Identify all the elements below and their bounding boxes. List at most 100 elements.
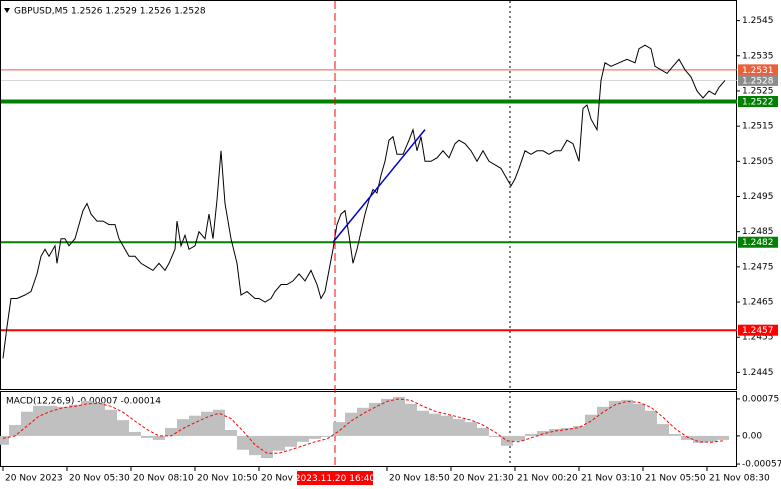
macd-bar <box>465 422 477 436</box>
macd-bar <box>597 406 609 436</box>
macd-bar <box>585 414 597 436</box>
price-line <box>2 44 726 359</box>
level-label: 1.2457 <box>742 326 774 336</box>
macd-bar <box>477 428 489 436</box>
x-tick-label: 20 Nov 18:50 <box>389 474 450 484</box>
macd-bar <box>681 435 693 440</box>
level-label-box <box>738 236 778 248</box>
y-tick-label: 1.2515 <box>742 122 774 132</box>
macd-bar <box>429 413 441 436</box>
x-tick-label: 21 Nov 00:20 <box>517 474 578 484</box>
level-label-box <box>738 64 778 76</box>
y-tick-label: 1.2535 <box>742 51 774 61</box>
macd-bar <box>621 399 633 436</box>
level-label-box <box>738 96 778 108</box>
macd-bar <box>417 410 429 436</box>
macd-bar <box>261 435 273 459</box>
y-tick-label: 0.00 <box>742 431 762 441</box>
macd-bar <box>513 435 525 441</box>
x-tick-label: 21 Nov 03:10 <box>581 474 642 484</box>
crosshair-label-box <box>297 471 373 485</box>
macd-bar <box>561 428 573 436</box>
macd-bar <box>381 398 393 436</box>
macd-bar <box>645 410 657 436</box>
x-tick-label: 21 Nov 08:30 <box>709 474 770 484</box>
y-tick-label: -0.00057 <box>742 460 781 470</box>
macd-bar <box>33 405 45 436</box>
x-tick-label: 20 Nov 08:10 <box>133 474 194 484</box>
macd-bar <box>393 396 405 436</box>
y-tick-label: 1.2485 <box>742 227 774 237</box>
x-tick-label: 20 Nov 2023 <box>5 474 63 484</box>
macd-bar <box>297 435 309 442</box>
y-tick-label: 1.2465 <box>742 298 774 308</box>
current-price-label: 1.2528 <box>742 76 774 86</box>
macd-bar <box>717 435 729 440</box>
macd-bar <box>9 425 21 436</box>
trend-line <box>332 129 426 243</box>
macd-bar <box>453 419 465 436</box>
macd-panel <box>0 391 737 467</box>
macd-bar <box>21 411 33 436</box>
macd-bar <box>309 435 321 439</box>
y-tick-label: 1.2455 <box>742 333 774 343</box>
macd-bar <box>117 420 129 436</box>
macd-bar <box>273 435 285 451</box>
macd-bar <box>525 433 537 436</box>
macd-bar <box>153 435 165 440</box>
crosshair-label: 2023.11.20 16:40 <box>295 474 376 484</box>
y-tick-label: 0.00075 <box>742 394 779 404</box>
macd-bar <box>189 415 201 436</box>
macd-bar <box>405 403 417 436</box>
y-tick-label: 1.2475 <box>742 262 774 272</box>
y-tick-label: 1.2445 <box>742 368 774 378</box>
macd-bar <box>705 435 717 442</box>
macd-bar <box>633 403 645 436</box>
macd-bar <box>249 435 261 456</box>
macd-bar <box>45 405 57 436</box>
signal-line <box>2 398 724 454</box>
collapse-icon <box>4 8 10 13</box>
macd-bar <box>165 428 177 436</box>
macd-bar <box>333 422 345 436</box>
macd-bar <box>285 435 297 447</box>
level-label: 1.2522 <box>742 98 774 108</box>
macd-bar <box>201 411 213 436</box>
level-label-box <box>738 324 778 336</box>
macd-bar <box>669 433 681 436</box>
y-tick-label: 1.2505 <box>742 157 774 167</box>
macd-bar <box>489 435 501 437</box>
y-tick-label: 1.2495 <box>742 192 774 202</box>
main-panel <box>0 0 737 390</box>
macd-bar <box>57 406 69 436</box>
macd-bar <box>213 409 225 436</box>
macd-bar <box>549 429 561 436</box>
macd-bar <box>345 412 357 436</box>
x-tick-label: 20 Nov 10:50 <box>197 474 258 484</box>
macd-bar <box>69 404 81 436</box>
macd-bar <box>609 400 621 436</box>
x-tick-label: 20 Nov 05:30 <box>69 474 130 484</box>
macd-bar <box>441 415 453 436</box>
y-tick-label: 1.2525 <box>742 86 774 96</box>
macd-bar <box>321 435 333 437</box>
level-label: 1.2531 <box>742 66 774 76</box>
macd-bar <box>129 431 141 436</box>
chart-title: GBPUSD,M5 1.2526 1.2529 1.2526 1.2528 <box>14 7 206 17</box>
macd-bar <box>693 435 705 443</box>
x-tick-label: 20 Nov 21:30 <box>453 474 514 484</box>
macd-bar <box>657 424 669 436</box>
macd-bar <box>369 402 381 436</box>
macd-bar <box>573 426 585 436</box>
y-tick-label: 1.2545 <box>742 16 774 26</box>
macd-bar <box>225 429 237 436</box>
macd-bar <box>81 400 93 436</box>
current-price-box <box>738 74 778 86</box>
macd-bar <box>141 435 153 438</box>
level-label: 1.2482 <box>742 238 774 248</box>
macd-bar <box>0 435 9 445</box>
macd-bar <box>357 407 369 436</box>
x-tick-label: 20 Nov 13:30 <box>261 474 322 484</box>
macd-bar <box>237 435 249 450</box>
